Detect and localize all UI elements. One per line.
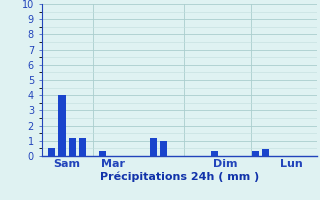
Bar	[262, 149, 269, 156]
Bar	[211, 151, 219, 156]
Bar	[252, 151, 259, 156]
X-axis label: Précipitations 24h ( mm ): Précipitations 24h ( mm )	[100, 172, 259, 182]
Bar	[59, 95, 66, 156]
Bar	[68, 138, 76, 156]
Bar	[160, 141, 167, 156]
Bar	[99, 151, 106, 156]
Bar	[48, 148, 55, 156]
Bar	[150, 138, 157, 156]
Bar	[79, 138, 86, 156]
